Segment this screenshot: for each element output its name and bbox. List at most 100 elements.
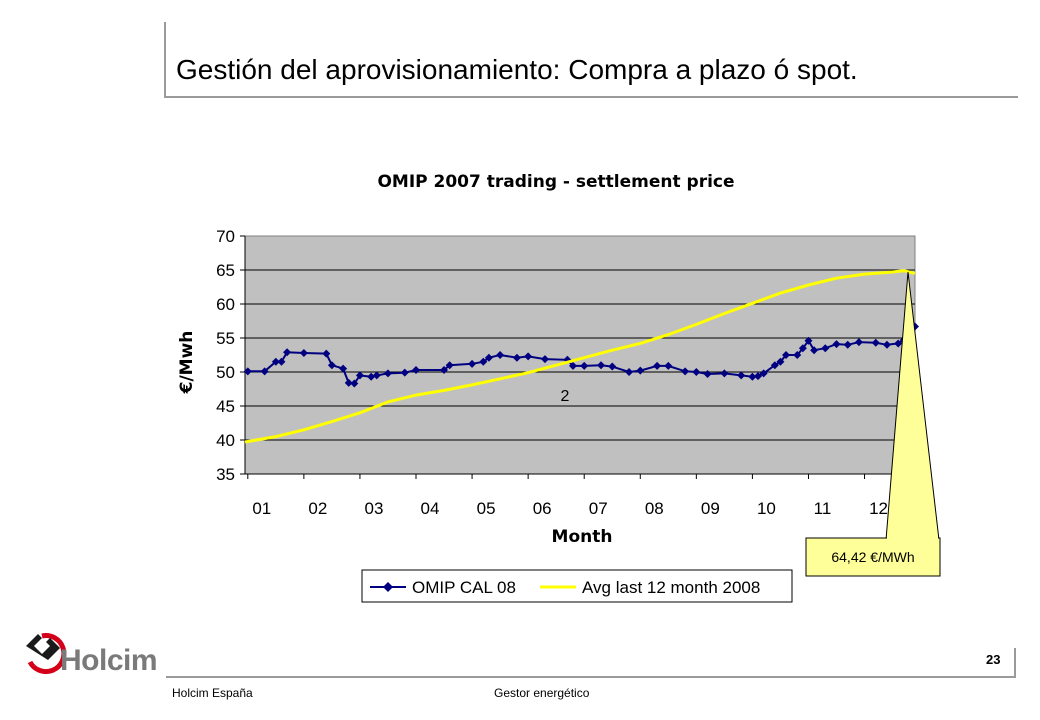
series-line-1	[244, 269, 916, 444]
data-point	[770, 361, 779, 370]
data-point	[703, 370, 712, 379]
data-point	[894, 339, 903, 348]
data-point	[580, 361, 589, 370]
data-point	[299, 348, 308, 357]
y-tick-label: 50	[216, 363, 235, 382]
data-point	[372, 371, 381, 380]
data-point	[277, 357, 286, 366]
page-number: 23	[986, 652, 1001, 667]
data-point	[440, 365, 449, 374]
title-rule-horizontal	[164, 96, 1018, 98]
footer-company: Holcim España	[172, 686, 253, 700]
data-point	[882, 340, 891, 349]
data-point	[636, 366, 645, 375]
data-point	[608, 362, 617, 371]
data-point	[782, 351, 791, 359]
footer-rule-vertical	[1014, 648, 1016, 678]
y-tick-label: 55	[216, 329, 235, 348]
plot-area	[244, 235, 916, 475]
logo-h-mark-icon	[26, 634, 60, 660]
legend	[361, 569, 793, 603]
data-point	[793, 351, 802, 359]
data-point	[854, 338, 863, 347]
x-tick-label: 11	[814, 499, 832, 518]
x-axis-label: Month	[552, 527, 613, 547]
data-point	[653, 361, 662, 370]
data-point	[339, 364, 348, 373]
data-point	[843, 340, 852, 349]
data-point	[344, 378, 353, 387]
footer-rule-horizontal	[166, 676, 1016, 678]
data-point	[664, 361, 673, 370]
y-axis-label: €/Mwh	[177, 331, 197, 395]
data-point	[625, 368, 634, 376]
title-rule-vertical	[164, 22, 166, 98]
x-tick-label: 12	[869, 499, 888, 518]
data-point	[597, 361, 606, 370]
brand-name: Holcim	[60, 644, 158, 677]
x-tick-label: 03	[364, 499, 383, 518]
x-tick-label: 02	[308, 499, 327, 518]
data-point	[798, 344, 807, 353]
data-point	[810, 346, 819, 355]
data-point	[681, 367, 690, 376]
data-point	[748, 372, 757, 381]
data-point	[692, 368, 701, 376]
data-point	[496, 351, 505, 359]
data-point	[355, 371, 364, 380]
data-point	[832, 340, 841, 349]
data-point	[804, 336, 813, 345]
slide-title: Gestión del aprovisionamiento: Compra a …	[176, 54, 858, 85]
x-tick-label: 01	[252, 499, 271, 518]
x-tick-label: 07	[589, 499, 608, 518]
y-tick-label: 35	[216, 465, 235, 484]
data-point	[322, 349, 331, 358]
data-point	[512, 353, 521, 362]
holcim-logo	[26, 633, 67, 675]
data-point	[737, 371, 746, 380]
x-tick-label: 06	[533, 499, 552, 518]
data-point	[468, 359, 477, 368]
callout-text: 64,42 €/MWh	[831, 549, 914, 565]
data-point	[759, 369, 768, 378]
y-tick-label: 45	[216, 397, 235, 416]
x-tick-label: 08	[645, 499, 664, 518]
data-point	[412, 365, 421, 374]
data-point	[260, 367, 269, 376]
chart-title: OMIP 2007 trading - settlement price	[377, 172, 734, 192]
logo-arc-icon	[27, 633, 67, 675]
y-axis: 35 40 45 50 55 60 65 70	[216, 227, 246, 484]
y-tick-label: 60	[216, 295, 235, 314]
x-tick-label: 05	[477, 499, 496, 518]
data-point	[350, 379, 359, 388]
y-tick-label: 40	[216, 431, 235, 450]
data-point	[776, 357, 785, 366]
x-tick-label: 10	[757, 499, 776, 518]
data-point	[568, 361, 577, 370]
data-point	[821, 344, 830, 353]
series-lines	[243, 269, 919, 444]
gridlines	[245, 269, 915, 441]
data-point	[445, 361, 454, 370]
data-point	[383, 369, 392, 378]
legend-label-omip: OMIP CAL 08	[412, 578, 516, 597]
callout-box	[805, 537, 941, 577]
data-point	[720, 369, 729, 378]
data-point	[283, 348, 292, 357]
y-tick-label: 70	[216, 227, 235, 246]
data-point	[400, 368, 409, 377]
data-point	[484, 353, 493, 362]
data-point	[367, 372, 376, 381]
data-point	[327, 361, 336, 370]
legend-label-avg: Avg last 12 month 2008	[582, 578, 760, 597]
x-tick-label: 09	[701, 499, 720, 518]
footer-subject: Gestor energético	[494, 686, 590, 700]
data-point	[871, 338, 880, 347]
y-tick-label: 65	[216, 261, 235, 280]
legend-marker-omip	[383, 582, 393, 592]
data-point	[271, 357, 280, 366]
x-axis: 01 02 03 04 05 06 07 08 09 10 11 12	[245, 473, 915, 518]
x-tick-label: 04	[421, 499, 440, 518]
data-point	[754, 372, 763, 381]
